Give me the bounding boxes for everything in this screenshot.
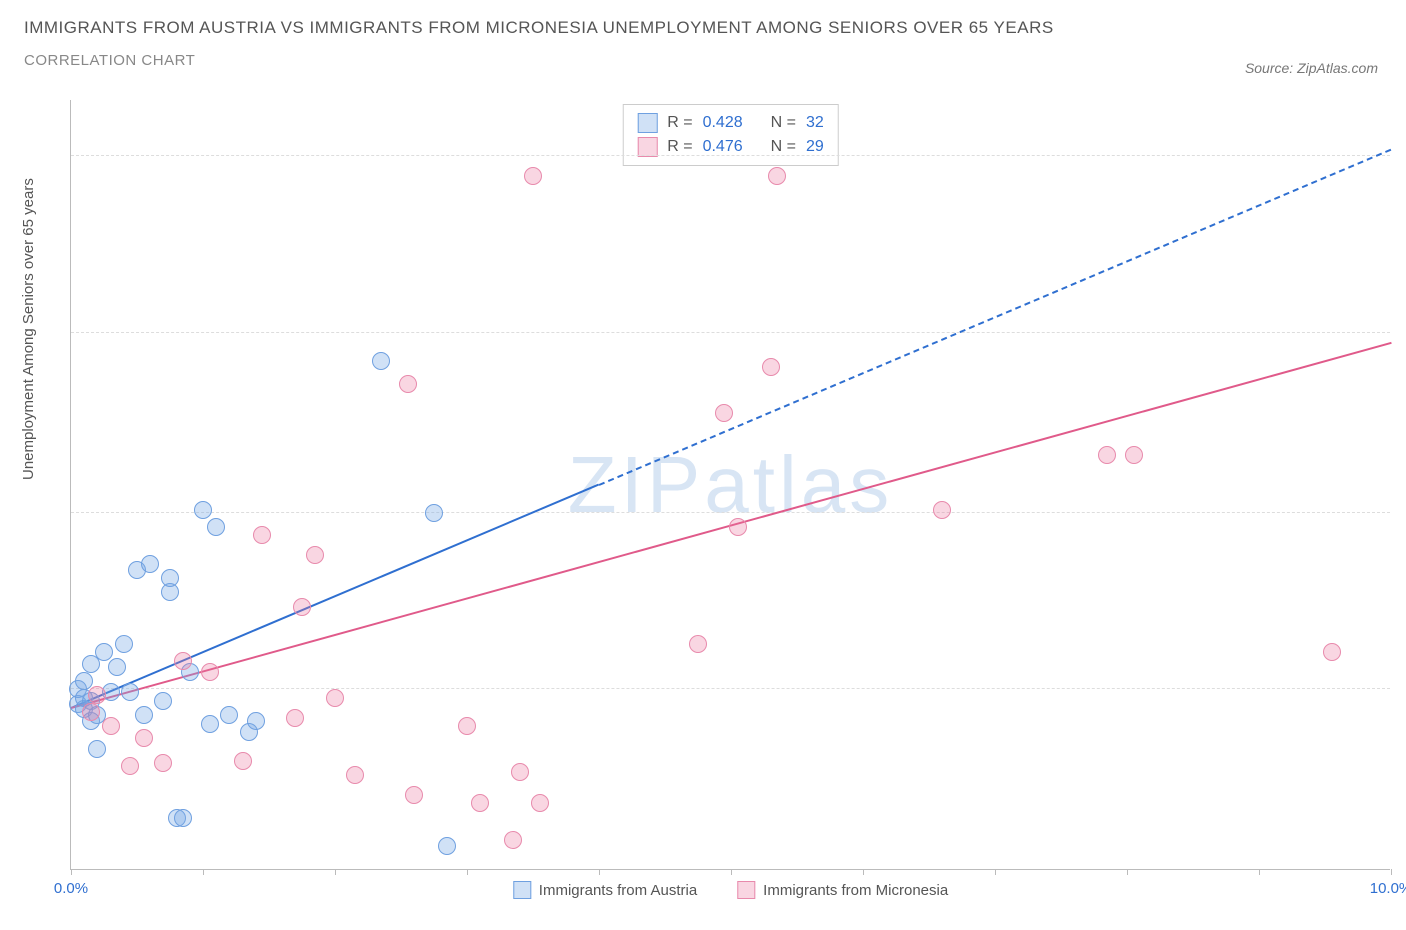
data-point: [220, 706, 238, 724]
data-point: [88, 740, 106, 758]
watermark: ZIPatlas: [568, 439, 893, 531]
data-point: [715, 404, 733, 422]
data-point: [174, 809, 192, 827]
data-point: [201, 663, 219, 681]
data-point: [524, 167, 542, 185]
gridline: [71, 155, 1390, 156]
gridline: [71, 332, 1390, 333]
x-tick-label: 10.0%: [1370, 880, 1406, 897]
data-point: [135, 706, 153, 724]
legend-swatch: [737, 881, 755, 899]
data-point: [247, 712, 265, 730]
data-point: [286, 709, 304, 727]
data-point: [1125, 446, 1143, 464]
data-point: [75, 672, 93, 690]
data-point: [306, 546, 324, 564]
data-point: [531, 794, 549, 812]
data-point: [1323, 643, 1341, 661]
trend-line: [71, 484, 600, 709]
data-point: [234, 752, 252, 770]
data-point: [504, 831, 522, 849]
x-tick: [995, 869, 996, 875]
data-point: [689, 635, 707, 653]
data-point: [326, 689, 344, 707]
gridline: [71, 512, 1390, 513]
data-point: [121, 757, 139, 775]
data-point: [141, 555, 159, 573]
watermark-light: atlas: [704, 440, 893, 529]
x-tick: [335, 869, 336, 875]
legend-series-label: Immigrants from Austria: [539, 882, 697, 899]
legend-swatch: [637, 113, 657, 133]
trend-line: [599, 148, 1392, 485]
legend-swatch: [637, 137, 657, 157]
data-point: [762, 358, 780, 376]
legend-series-item: Immigrants from Micronesia: [737, 881, 948, 899]
data-point: [768, 167, 786, 185]
data-point: [194, 501, 212, 519]
data-point: [471, 794, 489, 812]
data-point: [161, 569, 179, 587]
legend-r-label: R =: [667, 111, 692, 135]
legend-n-value: 32: [806, 111, 824, 135]
data-point: [425, 504, 443, 522]
data-point: [115, 635, 133, 653]
data-point: [458, 717, 476, 735]
legend-series-label: Immigrants from Micronesia: [763, 882, 948, 899]
gridline: [71, 688, 1390, 689]
data-point: [207, 518, 225, 536]
x-tick: [203, 869, 204, 875]
legend-swatch: [513, 881, 531, 899]
data-point: [102, 717, 120, 735]
data-point: [121, 683, 139, 701]
x-tick: [71, 869, 72, 875]
data-point: [438, 837, 456, 855]
chart-subtitle: Correlation Chart: [24, 52, 1054, 69]
data-point: [95, 643, 113, 661]
legend-stats: R =0.428N =32R =0.476N =29: [622, 104, 839, 166]
data-point: [511, 763, 529, 781]
data-point: [399, 375, 417, 393]
x-tick: [599, 869, 600, 875]
data-point: [293, 598, 311, 616]
legend-r-value: 0.428: [703, 111, 743, 135]
x-tick: [1259, 869, 1260, 875]
x-tick: [1391, 869, 1392, 875]
x-tick: [1127, 869, 1128, 875]
legend-stat-row: R = 0.428 N = 32: [637, 111, 824, 135]
data-point: [933, 501, 951, 519]
data-point: [1098, 446, 1116, 464]
scatter-chart: ZIPatlas R =0.428N =32R =0.476N =29 Immi…: [70, 100, 1390, 870]
data-point: [174, 652, 192, 670]
data-point: [405, 786, 423, 804]
data-point: [108, 658, 126, 676]
data-point: [372, 352, 390, 370]
watermark-bold: ZIP: [568, 440, 704, 529]
x-tick-label: 0.0%: [54, 880, 88, 897]
data-point: [88, 686, 106, 704]
legend-series: Immigrants from Austria Immigrants from M…: [513, 881, 948, 899]
data-point: [82, 703, 100, 721]
data-point: [154, 692, 172, 710]
y-axis-label: Unemployment Among Seniors over 65 years: [20, 178, 37, 480]
data-point: [201, 715, 219, 733]
legend-n-label: N =: [771, 111, 796, 135]
x-tick: [467, 869, 468, 875]
data-point: [135, 729, 153, 747]
data-point: [253, 526, 271, 544]
source-label: Source: ZipAtlas.com: [1245, 60, 1378, 76]
data-point: [154, 754, 172, 772]
chart-title: Immigrants from Austria vs Immigrants fr…: [24, 18, 1054, 38]
x-tick: [731, 869, 732, 875]
legend-series-item: Immigrants from Austria: [513, 881, 697, 899]
x-tick: [863, 869, 864, 875]
data-point: [346, 766, 364, 784]
data-point: [729, 518, 747, 536]
